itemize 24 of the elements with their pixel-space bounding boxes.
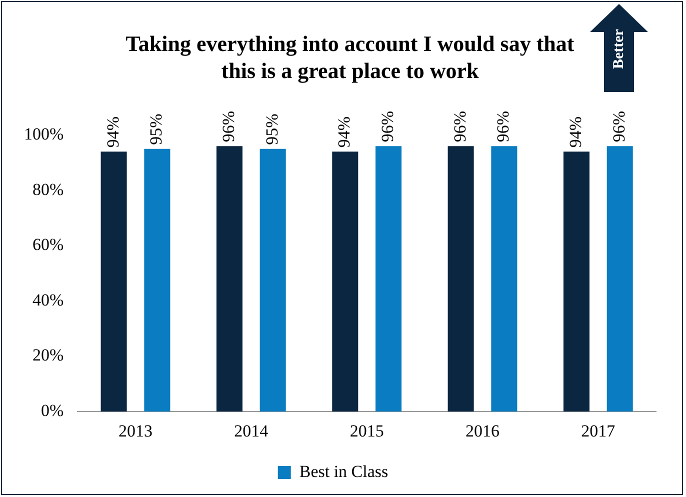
data-label: 96%: [378, 110, 397, 142]
y-tick-label: 20%: [32, 346, 64, 365]
data-label: 95%: [146, 114, 166, 145]
chart-title: Taking everything into account I would say that this is a great place to work: [125, 30, 575, 84]
data-label: 96%: [609, 110, 628, 142]
data-label: 96%: [218, 110, 238, 142]
data-label: 94%: [566, 116, 585, 148]
y-tick-label: 0%: [40, 401, 64, 420]
data-label: 96%: [450, 110, 470, 142]
x-tick-label: 2014: [234, 421, 269, 440]
x-tick-label: 2015: [350, 421, 384, 440]
data-label: 96%: [494, 110, 513, 142]
data-label: 94%: [103, 116, 122, 148]
y-tick-label: 100%: [24, 124, 64, 144]
y-tick-label: 60%: [32, 235, 64, 254]
text: Better: [610, 29, 628, 69]
data-label: 95%: [262, 114, 282, 145]
y-tick-label: 80%: [32, 180, 64, 199]
x-tick-label: 2016: [466, 421, 500, 440]
y-tick-label: 40%: [32, 290, 64, 310]
x-tick-label: 2013: [118, 421, 152, 440]
data-label: 94%: [334, 116, 354, 148]
legend-label: Best in Class: [299, 462, 388, 481]
x-tick-label: 2017: [581, 421, 616, 440]
